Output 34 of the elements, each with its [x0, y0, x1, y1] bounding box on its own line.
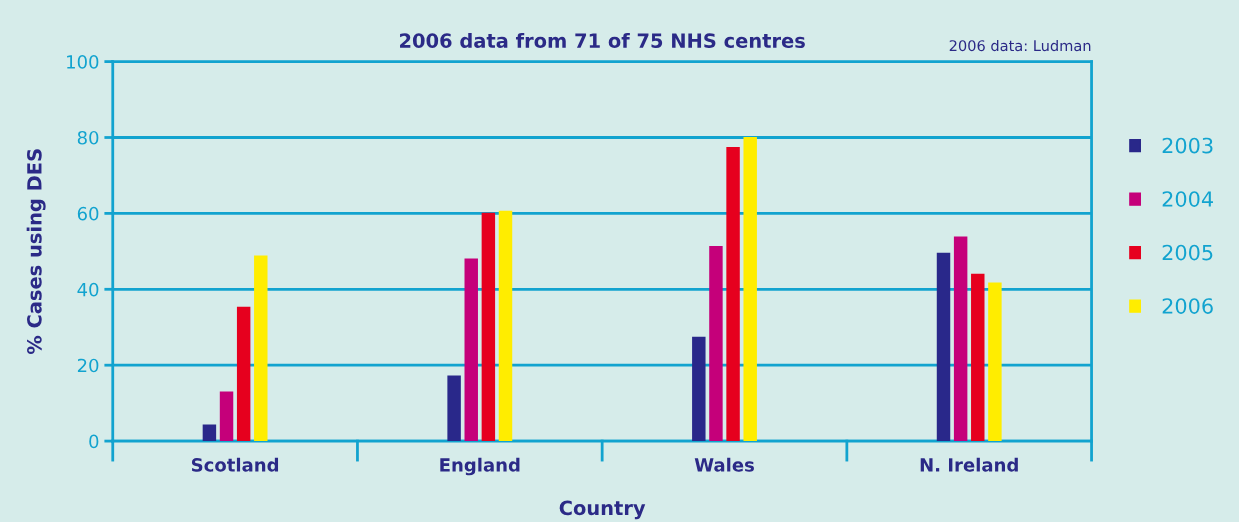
bar — [988, 282, 1002, 442]
bar — [236, 306, 251, 442]
legend-label: 2004 — [1162, 191, 1213, 207]
legend-label: 2003 — [1162, 137, 1213, 154]
bar — [971, 273, 985, 442]
bar — [254, 255, 268, 442]
bar — [498, 210, 513, 442]
bar — [202, 424, 217, 442]
bar — [953, 236, 968, 442]
x-tick-label: England — [440, 457, 520, 476]
bar — [464, 258, 478, 442]
y-axis-title: % Cases using DES — [26, 149, 46, 355]
y-tick-label: 100 — [67, 55, 99, 69]
y-tick-label: 80 — [77, 130, 99, 145]
x-axis-title: Country — [559, 500, 646, 520]
bar — [219, 391, 234, 442]
bar — [936, 252, 951, 442]
text: 2006 data: Ludman — [949, 39, 1091, 52]
y-tick-label: 20 — [77, 358, 99, 373]
legend-label: 2006 — [1162, 298, 1213, 314]
bar — [692, 336, 706, 442]
legend-label: 2005 — [1162, 244, 1213, 261]
bar — [726, 146, 740, 442]
bar — [709, 246, 723, 442]
y-tick-label: 60 — [77, 206, 99, 221]
bar — [743, 137, 757, 442]
x-tick-label: Wales — [694, 457, 754, 472]
bar — [447, 375, 461, 442]
chart-title: 2006 data from 71 of 75 NHS centres — [400, 32, 805, 48]
y-tick-label: 0 — [89, 434, 99, 449]
x-tick-label: N. Ireland — [920, 457, 1018, 472]
bar — [481, 212, 496, 442]
y-tick-label: 40 — [77, 282, 99, 297]
x-tick-label: Scotland — [191, 457, 279, 472]
